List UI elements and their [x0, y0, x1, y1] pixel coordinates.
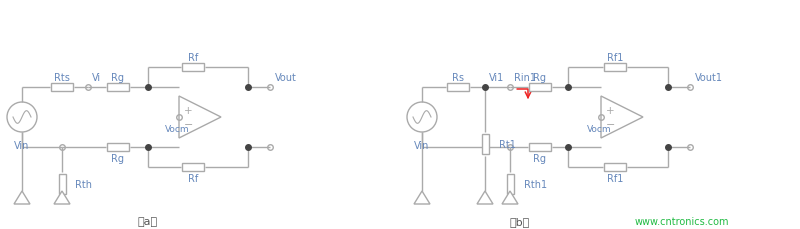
- Text: Vin: Vin: [414, 140, 430, 150]
- Text: Rts: Rts: [54, 73, 70, 83]
- Text: Vin: Vin: [14, 140, 30, 150]
- Text: −: −: [183, 120, 193, 130]
- Bar: [529, 143, 551, 151]
- Polygon shape: [179, 97, 221, 138]
- Text: （a）: （a）: [138, 216, 158, 226]
- Polygon shape: [414, 191, 430, 204]
- Polygon shape: [601, 97, 643, 138]
- Text: Rf1: Rf1: [607, 173, 623, 183]
- Text: Rf: Rf: [188, 53, 198, 63]
- Text: Rth: Rth: [75, 179, 92, 189]
- Bar: [51, 84, 73, 92]
- Polygon shape: [54, 191, 70, 204]
- Text: （b）: （b）: [510, 216, 530, 226]
- Text: Rg: Rg: [111, 73, 125, 83]
- Text: Vocm: Vocm: [586, 125, 611, 134]
- Text: +: +: [606, 105, 614, 115]
- Bar: [604, 163, 626, 171]
- Bar: [182, 64, 204, 72]
- Text: Vout1: Vout1: [695, 73, 723, 83]
- Bar: [529, 84, 551, 92]
- Bar: [506, 174, 514, 194]
- Polygon shape: [14, 191, 30, 204]
- Bar: [58, 174, 66, 194]
- Text: Vocm: Vocm: [165, 125, 190, 134]
- Text: Rin1: Rin1: [514, 73, 536, 83]
- Bar: [482, 134, 489, 154]
- Text: Rs: Rs: [452, 73, 464, 83]
- Text: +: +: [184, 105, 193, 115]
- Bar: [107, 143, 129, 151]
- Text: Vi1: Vi1: [489, 73, 504, 83]
- Text: Rf1: Rf1: [607, 53, 623, 63]
- Bar: [182, 163, 204, 171]
- Text: Rt1: Rt1: [499, 139, 516, 149]
- Text: −: −: [606, 120, 615, 130]
- Bar: [604, 64, 626, 72]
- Text: Rg: Rg: [534, 73, 546, 83]
- Polygon shape: [502, 191, 518, 204]
- Text: Rg: Rg: [534, 153, 546, 163]
- Bar: [447, 84, 469, 92]
- Text: Vi: Vi: [92, 73, 101, 83]
- Polygon shape: [477, 191, 493, 204]
- Text: Rth1: Rth1: [524, 179, 547, 189]
- Text: Rf: Rf: [188, 173, 198, 183]
- Bar: [107, 84, 129, 92]
- Text: Rg: Rg: [111, 153, 125, 163]
- Text: Vout: Vout: [275, 73, 297, 83]
- Text: www.cntronics.com: www.cntronics.com: [635, 216, 730, 226]
